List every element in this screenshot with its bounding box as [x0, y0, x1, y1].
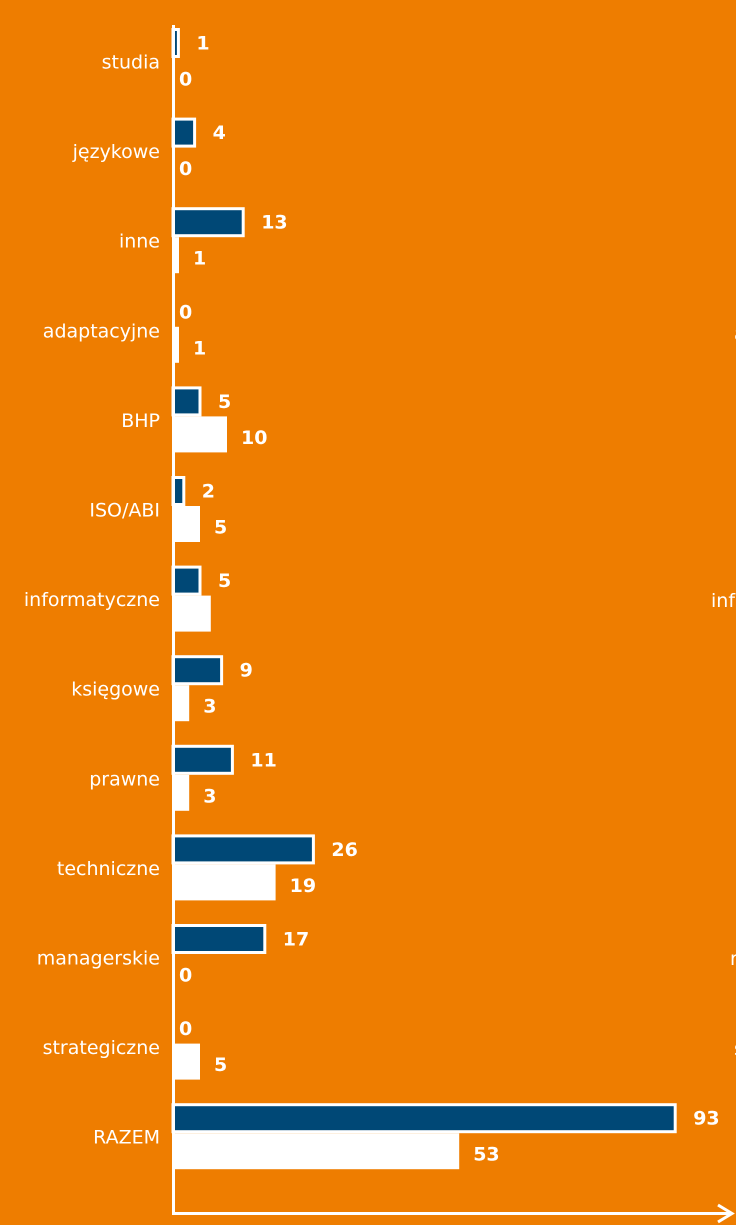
value-label-series-1-studia: 1	[196, 33, 209, 55]
value-label-series-2-językowe: 0	[179, 158, 192, 180]
category-label-informatyczne: informatyczne	[24, 589, 160, 611]
value-label-series-2-strategiczne: 5	[214, 1054, 227, 1076]
bar-series-2-informatyczne	[173, 595, 211, 632]
bar-series-2-prawne	[173, 774, 190, 811]
category-label-managerskie: managerskie	[37, 948, 160, 970]
bar-series-1-językowe	[171, 117, 197, 148]
value-label-series-1-prawne: 11	[250, 749, 276, 771]
value-label-series-2-razem: 53	[473, 1144, 499, 1166]
value-label-series-2-studia: 0	[179, 69, 192, 91]
value-label-series-1-strategiczne: 0	[179, 1018, 192, 1040]
value-label-series-1-księgowe: 9	[240, 660, 253, 682]
category-label-iso-abi: ISO/ABI	[89, 500, 160, 522]
bar-series-2-bhp	[173, 416, 227, 453]
value-label-series-1-techniczne: 26	[331, 839, 357, 861]
bar-series-2-inne	[173, 237, 179, 274]
value-label-series-2-inne: 1	[193, 248, 206, 270]
category-label-studia: studia	[102, 52, 160, 74]
value-label-series-1-adaptacyjne: 0	[179, 301, 192, 323]
x-axis-arrow-icon	[717, 1203, 735, 1224]
bar-series-1-informatyczne	[171, 565, 202, 596]
value-label-series-2-iso-abi: 5	[214, 517, 227, 539]
value-label-series-1-inne: 13	[261, 212, 287, 234]
bar-series-1-managerskie	[171, 924, 267, 954]
bar-series-2-techniczne	[173, 864, 276, 901]
value-label-series-1-managerskie: 17	[283, 929, 309, 951]
category-label-techniczne: techniczne	[57, 858, 160, 880]
value-label-series-2-księgowe: 3	[203, 696, 216, 718]
value-label-series-1-razem: 93	[693, 1108, 719, 1130]
bar-series-1-prawne	[171, 744, 234, 775]
partial-label-4: s	[734, 1038, 736, 1060]
value-label-series-2-adaptacyjne: 1	[193, 337, 206, 359]
value-label-series-2-techniczne: 19	[290, 875, 316, 897]
bar-series-2-adaptacyjne	[173, 326, 179, 363]
value-label-series-1-bhp: 5	[218, 391, 231, 413]
partial-label-3: r	[730, 948, 736, 970]
value-label-series-1-językowe: 4	[213, 122, 226, 144]
category-label-językowe: językowe	[72, 141, 160, 163]
partial-label-2: inf	[711, 590, 736, 612]
bar-series-1-inne	[171, 207, 245, 238]
value-label-series-1-iso-abi: 2	[202, 481, 215, 503]
value-label-series-2-managerskie: 0	[179, 965, 192, 987]
value-label-series-2-prawne: 3	[203, 785, 216, 807]
bar-series-1-bhp	[171, 386, 202, 417]
labels-group: studia10językowe40inne131adaptacyjne01BH…	[24, 33, 720, 1166]
category-label-adaptacyjne: adaptacyjne	[43, 320, 160, 342]
category-label-strategiczne: strategiczne	[43, 1037, 160, 1059]
category-label-prawne: prawne	[89, 768, 160, 790]
bar-series-1-księgowe	[171, 655, 224, 686]
bar-series-2-księgowe	[173, 685, 190, 722]
bar-series-2-razem	[173, 1133, 460, 1170]
category-label-inne: inne	[119, 231, 160, 253]
partial-label-1: a	[734, 323, 736, 345]
category-label-razem: RAZEM	[93, 1127, 160, 1149]
bar-series-2-iso-abi	[173, 506, 200, 542]
right-edge-partial-labels: a inf r s	[711, 323, 736, 1060]
bar-series-1-techniczne	[171, 834, 315, 865]
bar-series-2-strategiczne	[173, 1043, 200, 1080]
value-label-series-2-bhp: 10	[241, 427, 267, 449]
bars-group	[171, 28, 677, 1170]
bar-series-1-razem	[171, 1103, 677, 1134]
value-label-series-1-informatyczne: 5	[218, 570, 231, 592]
category-label-księgowe: księgowe	[71, 679, 160, 701]
category-label-bhp: BHP	[121, 410, 160, 432]
